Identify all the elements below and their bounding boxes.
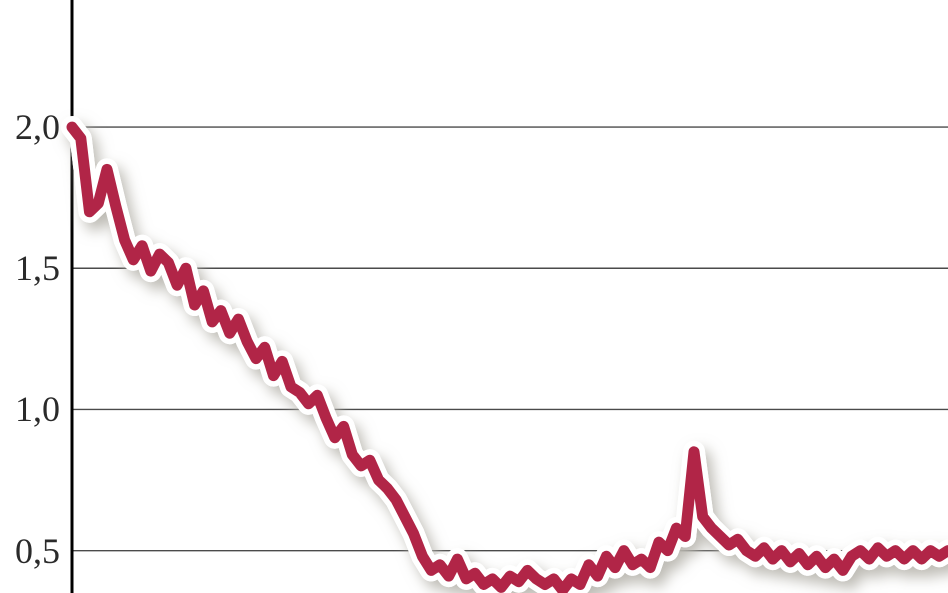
- line-chart: 0,5 1,0 1,5 2,0: [0, 0, 948, 593]
- y-tick-label: 1,5: [15, 247, 60, 289]
- y-tick-label: 2,0: [15, 106, 60, 148]
- y-tick-label: 0,5: [15, 530, 60, 572]
- chart-canvas: [0, 0, 948, 593]
- data-series: [72, 127, 948, 590]
- y-tick-label: 1,0: [15, 388, 60, 430]
- gridlines: [72, 127, 948, 551]
